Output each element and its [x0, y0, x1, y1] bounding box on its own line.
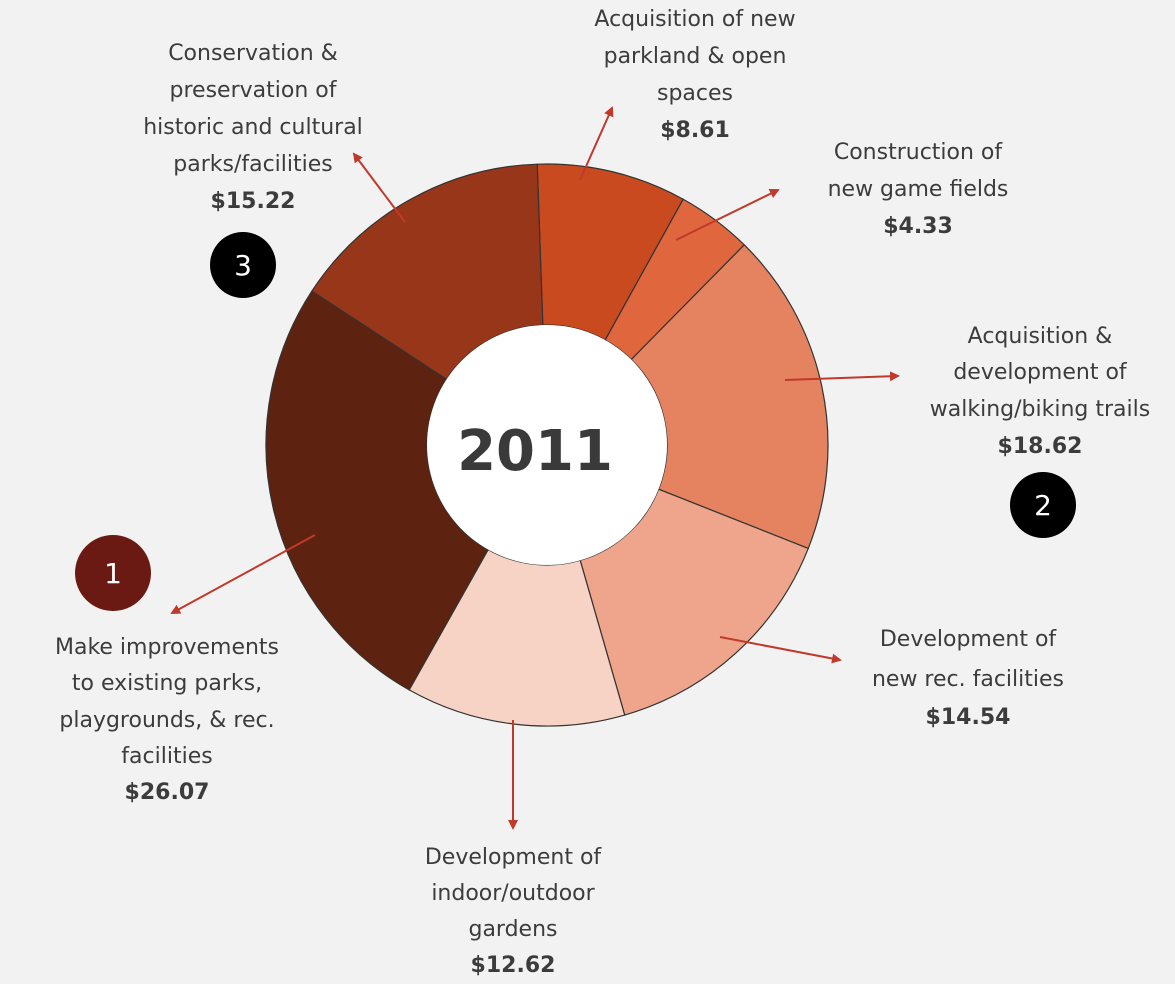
category-label: new game fields: [828, 177, 1009, 202]
rank-badge: [1010, 472, 1076, 538]
category-label: preservation of: [170, 78, 338, 103]
value-label: $8.61: [660, 118, 730, 143]
category-label: Make improvements: [55, 635, 279, 660]
value-label: $18.62: [998, 434, 1083, 459]
category-label: development of: [953, 360, 1128, 385]
category-label: walking/biking trails: [930, 397, 1150, 422]
category-label: parkland & open: [604, 44, 787, 69]
category-label: spaces: [657, 81, 733, 106]
leader-arrow: [579, 106, 614, 181]
rank-badge: [75, 535, 151, 611]
value-label: $14.54: [926, 705, 1011, 730]
rank-badge-label: 1: [104, 557, 122, 590]
category-label: historic and cultural: [143, 115, 363, 140]
rank-badge-label: 2: [1034, 489, 1052, 522]
category-label: Acquisition &: [968, 324, 1113, 349]
category-label: Acquisition of new: [594, 7, 795, 32]
rank-badge: [210, 232, 276, 298]
value-label: $26.07: [125, 780, 210, 805]
donut-hole: [427, 325, 667, 565]
category-label: to existing parks,: [72, 671, 262, 696]
category-label: Development of: [425, 845, 603, 870]
category-label: facilities: [121, 744, 212, 769]
value-label: $15.22: [211, 189, 296, 214]
rank-badge-label: 3: [234, 249, 252, 282]
category-label: Development of: [880, 627, 1058, 652]
value-label: $12.62: [471, 953, 556, 978]
leader-arrow: [675, 189, 780, 241]
leader-arrow: [719, 636, 842, 664]
category-label: indoor/outdoor: [431, 881, 595, 906]
category-label: parks/facilities: [173, 152, 333, 177]
leader-arrow: [352, 152, 406, 223]
center-label: 2011: [457, 419, 613, 484]
category-label: Conservation &: [168, 41, 338, 66]
leader-arrow: [784, 371, 900, 382]
value-label: $4.33: [883, 214, 953, 239]
leader-arrow: [170, 534, 316, 614]
category-label: gardens: [468, 917, 557, 942]
category-label: Construction of: [834, 140, 1004, 165]
category-label: playgrounds, & rec.: [59, 708, 274, 733]
category-label: new rec. facilities: [872, 667, 1064, 692]
